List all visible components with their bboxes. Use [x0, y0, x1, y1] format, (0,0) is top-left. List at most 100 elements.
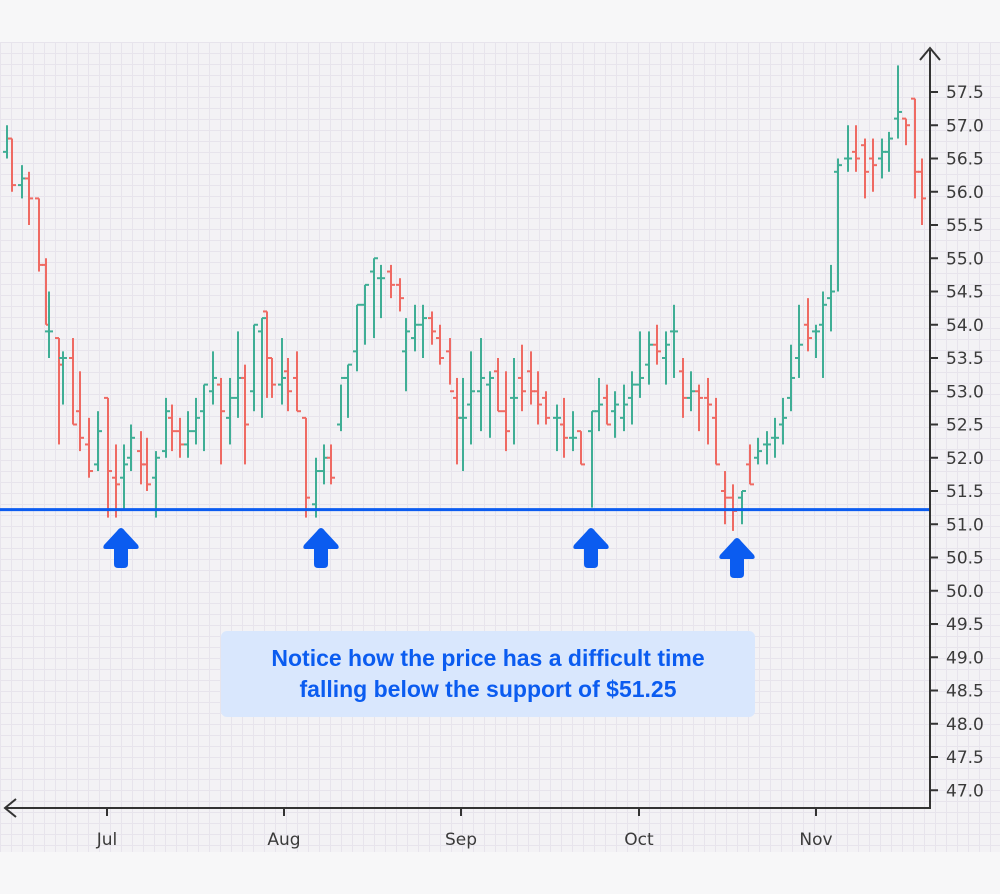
x-tick-label: Sep	[445, 830, 477, 850]
ohlc-bar	[411, 304, 419, 352]
ohlc-bar	[137, 431, 145, 485]
ohlc-bar	[226, 377, 234, 445]
ohlc-bar	[569, 411, 577, 452]
y-tick-label: 48.0	[946, 715, 984, 735]
ohlc-bar	[302, 416, 310, 518]
ohlc-bar	[695, 384, 703, 432]
ohlc-bar	[861, 138, 869, 199]
y-tick-label: 53.5	[946, 349, 984, 369]
ohlc-bar	[779, 397, 787, 445]
ohlc-bar	[127, 424, 135, 472]
ohlc-bar	[112, 444, 120, 518]
y-axis-ticks: 57.5 57.0 56.5 56.0 55.5 55.0 54.5 54.0 53.5 53.0…	[930, 83, 984, 801]
y-tick-label: 52.5	[946, 416, 984, 436]
ohlc-bar	[729, 484, 737, 531]
ohlc-bar	[534, 371, 542, 425]
y-tick-label: 53.0	[946, 382, 984, 402]
ohlc-bar	[852, 125, 860, 172]
y-tick-label: 51.0	[946, 515, 984, 535]
ohlc-bar	[542, 391, 550, 425]
ohlc-bar	[377, 264, 385, 319]
ohlc-bar	[662, 331, 670, 385]
y-tick-label: 50.5	[946, 549, 984, 569]
ohlc-bar	[18, 165, 26, 199]
ohlc-bar	[486, 371, 494, 438]
ohlc-bar	[459, 377, 467, 472]
ohlc-bar	[234, 331, 242, 418]
ohlc-bar	[85, 417, 93, 478]
ohlc-bar	[918, 158, 926, 225]
y-tick-label: 48.5	[946, 682, 984, 702]
ohlc-bar	[312, 457, 320, 518]
ohlc-bar	[611, 391, 619, 438]
ohlc-bar	[320, 444, 328, 485]
ohlc-bar	[787, 344, 795, 412]
y-tick-label: 54.0	[946, 316, 984, 336]
axes	[3, 46, 941, 818]
ohlc-bar	[494, 358, 502, 413]
x-tick-label: Oct	[624, 830, 654, 850]
ohlc-bar	[396, 278, 404, 312]
ohlc-bar	[436, 324, 444, 365]
ohlc-bar	[721, 471, 729, 525]
annotation-line-2: falling below the support of $51.25	[299, 676, 677, 702]
ohlc-bar	[59, 351, 67, 405]
ohlc-bar	[387, 264, 395, 299]
ohlc-bar	[712, 397, 720, 466]
ohlc-bar	[241, 364, 249, 465]
y-tick-label: 47.0	[946, 781, 984, 801]
ohlc-bar	[804, 298, 812, 352]
ohlc-bar	[176, 417, 184, 458]
ohlc-bar	[184, 411, 192, 458]
y-tick-label: 57.5	[946, 83, 984, 103]
y-tick-label: 56.0	[946, 183, 984, 203]
ohlc-bar	[553, 404, 561, 452]
up-arrow-icon	[303, 528, 339, 568]
ohlc-bar	[795, 304, 803, 378]
ohlc-bar	[477, 338, 485, 432]
ohlc-bar	[35, 197, 43, 272]
ohlc-bar	[94, 411, 102, 472]
ohlc-bar	[217, 377, 225, 465]
ohlc-bar	[746, 444, 754, 486]
y-tick-label: 47.5	[946, 748, 984, 768]
ohlc-bar	[518, 344, 526, 412]
ohlc-bar	[278, 338, 286, 405]
x-tick-label: Aug	[267, 830, 300, 850]
ohlc-bar	[327, 444, 335, 485]
ohlc-bar	[911, 97, 919, 199]
ohlc-bar	[3, 125, 11, 159]
y-tick-label: 51.5	[946, 482, 984, 502]
y-tick-label: 57.0	[946, 116, 984, 136]
ohlc-bar	[560, 397, 568, 458]
y-tick-label: 50.0	[946, 582, 984, 602]
ohlc-bar	[894, 65, 902, 139]
ohlc-bar	[284, 358, 292, 412]
ohlc-bar	[687, 371, 695, 412]
ohlc-bar	[763, 431, 771, 465]
ohlc-bar	[595, 377, 603, 432]
ohlc-bar	[402, 318, 410, 392]
ohlc-bar	[588, 410, 596, 508]
ohlc-bar	[344, 363, 352, 418]
ohlc-bar	[603, 384, 611, 426]
ohlc-bar	[69, 338, 77, 426]
ohlc-bar	[679, 358, 687, 418]
ohlc-bar	[885, 131, 893, 172]
annotation-line-1: Notice how the price has a difficult tim…	[271, 645, 705, 671]
y-tick-label: 56.5	[946, 150, 984, 170]
ohlc-bar	[819, 291, 827, 378]
y-tick-label: 54.5	[946, 283, 984, 303]
ohlc-bar	[370, 257, 378, 339]
ohlc-bar	[844, 125, 852, 172]
ohlc-bar	[192, 397, 200, 445]
y-tick-label: 52.0	[946, 449, 984, 469]
ohlc-bar	[653, 324, 661, 365]
ohlc-bar	[704, 377, 712, 445]
ohlc-bar	[120, 444, 128, 511]
ohlc-bar	[754, 437, 762, 465]
ohlc-bar	[428, 311, 436, 345]
ohlc-bar	[827, 264, 835, 332]
ohlc-bar	[577, 430, 585, 466]
ohlc-bar	[446, 338, 454, 393]
